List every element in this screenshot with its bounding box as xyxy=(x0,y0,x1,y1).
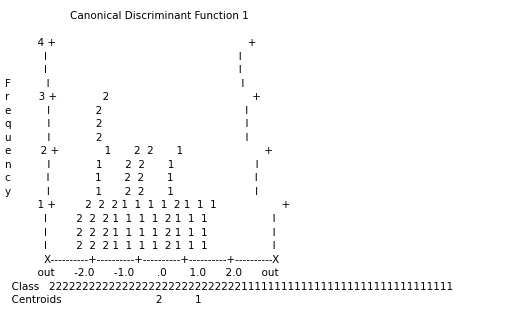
Text: q           I              2                                            I: q I 2 I xyxy=(5,119,249,129)
Text: 4 +                                                           +: 4 + + xyxy=(5,38,256,48)
Text: Canonical Discriminant Function 1: Canonical Discriminant Function 1 xyxy=(5,11,314,21)
Text: 1 +         2  2  2 1  1  1  1  2 1  1  1                    +: 1 + 2 2 2 1 1 1 1 2 1 1 1 + xyxy=(5,201,290,210)
Text: y           I              1       2  2       1                         I: y I 1 2 2 1 I xyxy=(5,187,259,197)
Text: r         3 +              2                                            +: r 3 + 2 + xyxy=(5,92,261,102)
Text: I         2  2  2 1  1  1  1  2 1  1  1                    I: I 2 2 2 1 1 1 1 2 1 1 1 I xyxy=(5,228,276,237)
Text: n           I              1       2  2       1                         I: n I 1 2 2 1 I xyxy=(5,160,259,170)
Text: c           I              1       2  2       1                         I: c I 1 2 2 1 I xyxy=(5,173,258,184)
Text: I                                                           I: I I xyxy=(5,52,242,62)
Text: Class   2222222222222222222222222222211111111111111111111111111111111: Class 2222222222222222222222222222211111… xyxy=(5,281,453,292)
Text: F           I                                                           I: F I I xyxy=(5,79,245,89)
Text: I         2  2  2 1  1  1  1  2 1  1  1                    I: I 2 2 2 1 1 1 1 2 1 1 1 I xyxy=(5,241,276,251)
Text: u           I              2                                            I: u I 2 I xyxy=(5,133,249,143)
Text: Centroids                             2          1: Centroids 2 1 xyxy=(5,295,202,305)
Text: e         2 +              1       2  2       1                         +: e 2 + 1 2 2 1 + xyxy=(5,146,273,156)
Text: X----------+----------+----------+----------+----------X: X----------+----------+----------+------… xyxy=(5,255,280,264)
Text: out      -2.0      -1.0       .0       1.0      2.0      out: out -2.0 -1.0 .0 1.0 2.0 out xyxy=(5,268,279,278)
Text: I         2  2  2 1  1  1  1  2 1  1  1                    I: I 2 2 2 1 1 1 1 2 1 1 1 I xyxy=(5,214,276,224)
Text: I                                                           I: I I xyxy=(5,65,242,75)
Text: e           I              2                                            I: e I 2 I xyxy=(5,106,248,116)
